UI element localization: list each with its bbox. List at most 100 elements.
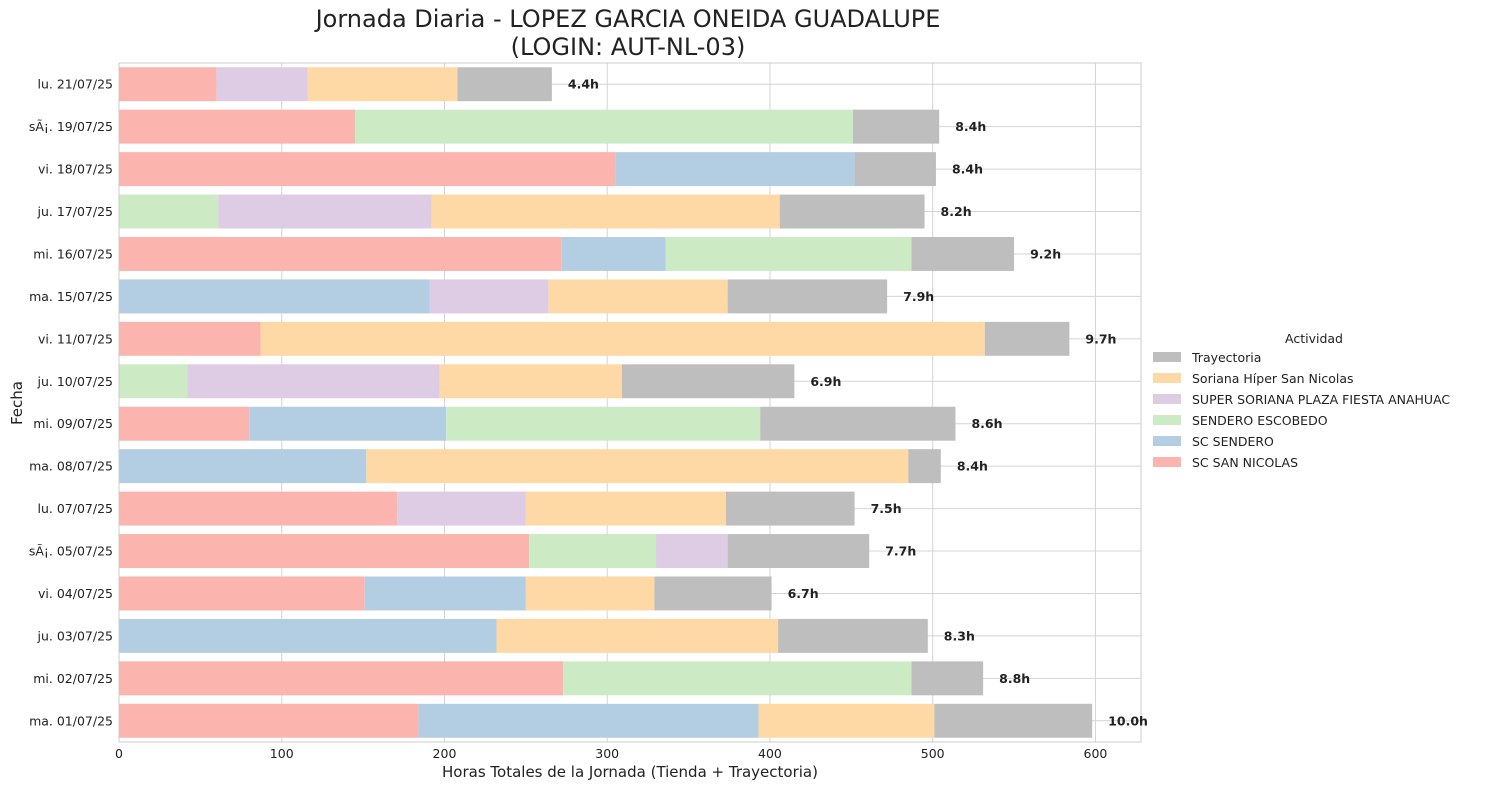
bar-segment-sendero-escobedo: [119, 194, 219, 229]
bar-segment-super-soriana-plaza-fiesta-anahuac: [429, 279, 549, 314]
x-axis-label: Horas Totales de la Jornada (Tienda + Tr…: [442, 763, 818, 781]
bar-segment-soriana-h-per-san-nicolas: [525, 576, 655, 611]
bar-segment-trayectoria: [727, 279, 888, 314]
bar-segment-sendero-escobedo: [665, 236, 912, 271]
bar-total-label: 8.2h: [941, 204, 972, 219]
bar-segment-soriana-h-per-san-nicolas: [307, 67, 458, 102]
bar-segment-sc-san-nicolas: [119, 152, 616, 187]
legend-label: SC SAN NICOLAS: [1192, 455, 1298, 470]
legend-label: Soriana Híper San Nicolas: [1192, 371, 1354, 386]
y-tick-label: ju. 03/07/25: [37, 628, 113, 643]
legend-label: Trayectoria: [1191, 350, 1261, 365]
y-tick-label: vi. 11/07/25: [38, 331, 113, 346]
bar-segment-super-soriana-plaza-fiesta-anahuac: [397, 491, 526, 526]
x-tick-label: 500: [921, 746, 945, 761]
x-tick-label: 600: [1084, 746, 1108, 761]
bar-segment-trayectoria: [852, 109, 940, 144]
bar-segment-sc-san-nicolas: [119, 534, 530, 569]
y-tick-label: sÃ¡. 19/07/25: [29, 119, 113, 134]
bar-segment-trayectoria: [654, 576, 772, 611]
legend: Actividad Trayectoria Soriana Híper San N…: [1153, 331, 1450, 470]
x-tick-label: 300: [595, 746, 619, 761]
bar-segment-trayectoria: [779, 194, 925, 229]
bar-segment-trayectoria: [854, 152, 936, 187]
bar-segment-soriana-h-per-san-nicolas: [496, 618, 779, 653]
y-tick-label: vi. 04/07/25: [38, 586, 113, 601]
bar-segment-super-soriana-plaza-fiesta-anahuac: [218, 194, 432, 229]
bar-segment-sc-sendero: [418, 703, 759, 738]
y-tick-label: mi. 16/07/25: [33, 246, 113, 261]
bar-segment-sendero-escobedo: [354, 109, 853, 144]
x-tick-label: 0: [115, 746, 123, 761]
bar-total-label: 8.4h: [952, 162, 983, 177]
bar-segment-soriana-h-per-san-nicolas: [439, 364, 622, 399]
chart-title-line2: (LOGIN: AUT-NL-03): [511, 33, 746, 61]
bar-segment-trayectoria: [760, 406, 956, 441]
bar-total-label: 10.0h: [1108, 713, 1148, 728]
bar-segment-trayectoria: [778, 618, 928, 653]
bar-segment-sc-san-nicolas: [119, 406, 250, 441]
y-tick-label: lu. 07/07/25: [38, 501, 113, 516]
bar-segment-sendero-escobedo: [563, 661, 912, 696]
bar-segment-trayectoria: [911, 661, 984, 696]
y-tick-label: sÃ¡. 05/07/25: [29, 544, 113, 559]
bar-segment-sc-sendero: [615, 152, 855, 187]
bar-segment-soriana-h-per-san-nicolas: [431, 194, 780, 229]
bar-segment-sc-sendero: [249, 406, 447, 441]
bar-total-label: 9.2h: [1030, 246, 1061, 261]
bar-segment-sc-sendero: [119, 618, 497, 653]
legend-swatch: [1153, 352, 1181, 362]
bar-total-label: 8.4h: [957, 459, 988, 474]
bar-total-label: 9.7h: [1085, 331, 1116, 346]
chart-title-line1: Jornada Diaria - LOPEZ GARCIA ONEIDA GUA…: [314, 5, 941, 33]
bar-segment-trayectoria: [621, 364, 795, 399]
bar-segment-soriana-h-per-san-nicolas: [758, 703, 935, 738]
bar-total-label: 8.3h: [944, 628, 975, 643]
bar-segment-sendero-escobedo: [119, 364, 188, 399]
legend-label: SENDERO ESCOBEDO: [1192, 413, 1328, 428]
bar-total-label: 7.7h: [885, 544, 916, 559]
bar-total-label: 8.4h: [955, 119, 986, 134]
legend-swatch: [1153, 415, 1181, 425]
y-tick-label: ju. 17/07/25: [37, 204, 113, 219]
legend-swatch: [1153, 394, 1181, 404]
bar-total-label: 8.8h: [999, 671, 1030, 686]
bar-segment-sc-san-nicolas: [119, 236, 562, 271]
bar-segment-sc-san-nicolas: [119, 321, 261, 356]
bar-total-label: 7.5h: [871, 501, 902, 516]
bar-total-label: 7.9h: [903, 289, 934, 304]
total-labels: 4.4h 8.4h 8.4h 8.2h 9.2h 7.9h 9.7h 6.9h 8.6h 8.4h…: [568, 77, 1148, 729]
bar-segment-super-soriana-plaza-fiesta-anahuac: [187, 364, 440, 399]
x-tick-label: 100: [270, 746, 294, 761]
bar-segment-sc-sendero: [119, 449, 367, 484]
bar-segment-super-soriana-plaza-fiesta-anahuac: [216, 67, 308, 102]
bar-segment-trayectoria: [908, 449, 941, 484]
plot-frame: [118, 62, 1142, 743]
legend-swatch: [1153, 373, 1181, 383]
bar-segment-sc-san-nicolas: [119, 67, 217, 102]
bar-segment-sc-san-nicolas: [119, 109, 355, 144]
bar-segment-trayectoria: [726, 491, 855, 526]
bar-segment-trayectoria: [934, 703, 1093, 738]
bar-segment-soriana-h-per-san-nicolas: [260, 321, 985, 356]
bars-group: [119, 67, 1093, 738]
bar-segment-trayectoria: [984, 321, 1070, 356]
legend-title: Actividad: [1285, 331, 1343, 346]
legend-swatch: [1153, 457, 1181, 467]
bar-total-label: 6.7h: [788, 586, 819, 601]
bar-segment-soriana-h-per-san-nicolas: [548, 279, 728, 314]
x-tick-label: 400: [758, 746, 782, 761]
y-tick-labels: lu. 21/07/25 sÃ¡. 19/07/25 vi. 18/07/25 ju.…: [29, 77, 113, 729]
bar-segment-sc-san-nicolas: [119, 703, 419, 738]
bar-segment-sendero-escobedo: [446, 406, 761, 441]
legend-label: SUPER SORIANA PLAZA FIESTA ANAHUAC: [1192, 392, 1450, 407]
bar-segment-sc-san-nicolas: [119, 491, 398, 526]
bar-segment-sc-sendero: [561, 236, 666, 271]
bar-total-label: 4.4h: [568, 77, 599, 92]
bar-segment-sc-san-nicolas: [119, 661, 564, 696]
bar-total-label: 8.6h: [971, 416, 1002, 431]
y-tick-label: mi. 09/07/25: [33, 416, 113, 431]
y-tick-label: ma. 15/07/25: [29, 289, 113, 304]
x-tick-label: 200: [433, 746, 457, 761]
